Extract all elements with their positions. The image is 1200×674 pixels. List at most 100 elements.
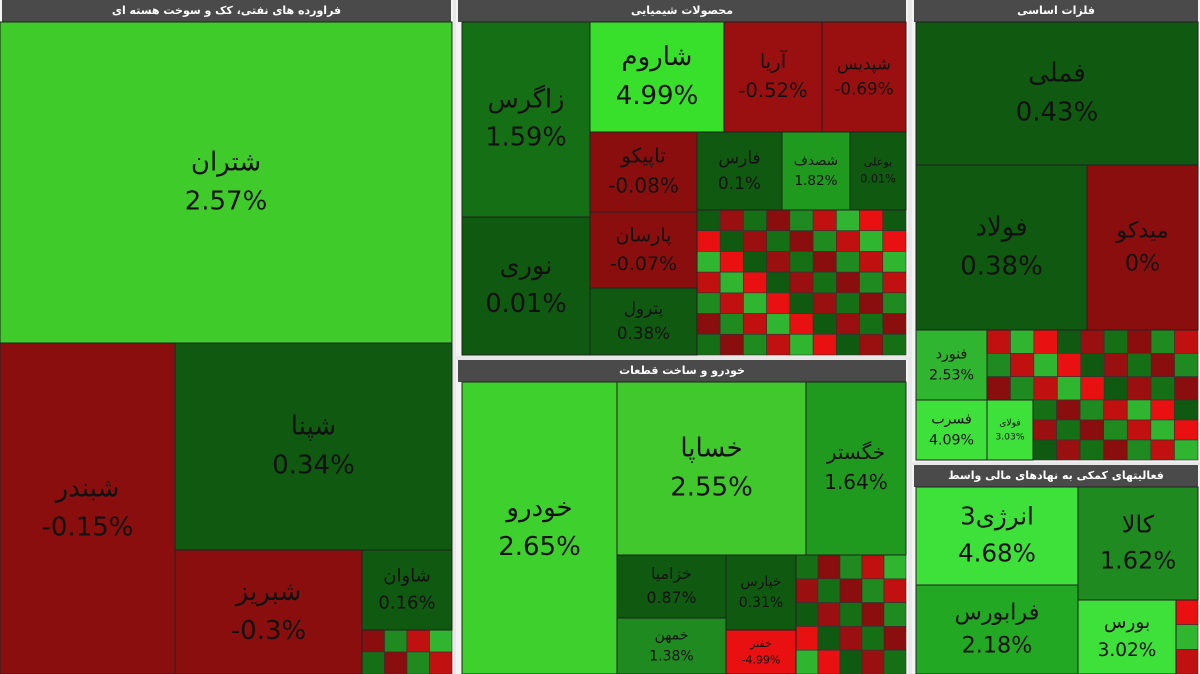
tile: [915, 21, 1199, 166]
small-tile: [1174, 439, 1199, 461]
tile-label: شبندر: [54, 474, 120, 504]
panel-title: فراورده های نفتی، کک و سوخت هسته ای: [112, 4, 341, 17]
small-tile: [1175, 649, 1199, 674]
small-tile: [836, 292, 860, 314]
tile-label: میدکو: [1115, 217, 1168, 243]
small-tile: [859, 251, 884, 273]
small-tile: [719, 271, 744, 294]
tile-value: 3.03%: [995, 431, 1024, 442]
tile: [805, 381, 907, 556]
small-tile: [719, 251, 744, 273]
small-tile: [1080, 329, 1105, 354]
small-tile: [1126, 399, 1152, 421]
small-tile: [839, 554, 863, 580]
small-tile: [817, 602, 841, 627]
small-tile: [795, 626, 819, 651]
tile: [781, 131, 851, 211]
small-tile: [789, 230, 814, 252]
small-tile: [839, 578, 863, 603]
small-tile: [817, 578, 841, 603]
small-tile: [859, 209, 884, 232]
small-tile: [766, 230, 791, 252]
small-tile: [812, 333, 837, 356]
tile-value: 1.82%: [794, 173, 837, 189]
small-tile: [795, 578, 819, 603]
tile-value: 4.68%: [958, 538, 1036, 567]
tile-value: 0%: [1125, 251, 1160, 277]
small-tile: [1126, 419, 1152, 441]
tile: [461, 216, 591, 356]
small-tile: [986, 376, 1011, 401]
small-tile: [1010, 353, 1035, 377]
tile-value: 3.02%: [1098, 640, 1157, 661]
tile-label: خگستر: [826, 440, 885, 464]
small-tile: [1033, 353, 1058, 377]
tile-label: خساپا: [680, 434, 742, 464]
tile: [1077, 486, 1199, 601]
small-tile: [743, 230, 767, 252]
small-tile: [812, 251, 837, 273]
tile-label: خفنر: [749, 637, 772, 650]
small-tile: [836, 209, 860, 232]
small-tile: [1010, 376, 1035, 401]
tile-label: خودرو: [504, 493, 572, 523]
small-tile: [719, 313, 744, 335]
small-tile: [789, 292, 814, 314]
small-tile: [861, 578, 885, 603]
tile-value: 0.34%: [272, 451, 355, 481]
tile-value: 1.38%: [649, 649, 693, 665]
tile-value: 0.31%: [739, 595, 783, 611]
tile-value: -0.15%: [42, 513, 134, 543]
tile-label: فولای: [999, 418, 1021, 429]
tile-label: فملی: [1028, 59, 1086, 89]
small-tile: [429, 651, 453, 674]
small-tile: [882, 230, 907, 252]
small-tile: [859, 292, 884, 314]
small-tile: [1103, 439, 1128, 461]
tile-value: 2.57%: [185, 187, 268, 217]
small-tile: [817, 649, 841, 674]
tile-label: پارسان: [616, 224, 672, 246]
small-tile: [719, 230, 744, 252]
tile-label: شصدف: [794, 153, 838, 169]
small-tile: [766, 333, 791, 356]
small-tile: [859, 230, 884, 252]
tile: [915, 164, 1088, 331]
tile-label: فولاد: [975, 213, 1027, 243]
small-tile: [861, 554, 885, 580]
small-tile: [1150, 376, 1175, 401]
small-tile: [743, 209, 767, 232]
small-tile: [817, 554, 841, 580]
small-tile: [766, 251, 791, 273]
small-tile: [719, 333, 744, 356]
small-tile: [789, 333, 814, 356]
tile-value: -0.52%: [738, 79, 807, 102]
small-tile: [795, 602, 819, 627]
tile: [361, 549, 453, 631]
small-tile: [743, 271, 767, 294]
small-tile: [812, 209, 837, 232]
small-tile: [1032, 419, 1057, 441]
tile-value: -0.3%: [231, 616, 306, 646]
small-tile: [836, 313, 860, 335]
tile-label: فارس: [718, 148, 760, 168]
small-tile: [766, 313, 791, 335]
small-tile: [1057, 376, 1082, 401]
tile: [725, 554, 797, 631]
tile: [589, 211, 698, 289]
tile-value: 1.62%: [1100, 547, 1176, 575]
tile-label: آریا: [760, 49, 788, 73]
small-tile: [1174, 399, 1199, 421]
tile-value: -0.69%: [834, 79, 893, 99]
tile-value: 4.99%: [616, 81, 699, 111]
tile-value: 2.55%: [670, 473, 753, 503]
panel-title: فعالیتهای کمکی به نهادهای مالی واسط: [948, 469, 1164, 482]
tile-label: خمهن: [655, 628, 689, 644]
small-tile: [1175, 599, 1199, 625]
small-tile: [1150, 353, 1175, 377]
tile: [915, 486, 1079, 586]
tile-value: 1.64%: [824, 470, 888, 494]
panel-title-bar: [914, 0, 1198, 22]
tile: [1086, 164, 1199, 331]
tile-label: زاگرس: [487, 84, 564, 114]
